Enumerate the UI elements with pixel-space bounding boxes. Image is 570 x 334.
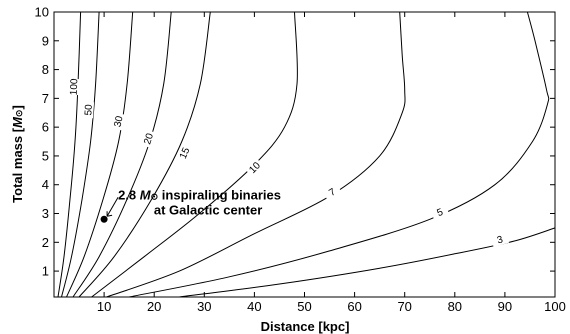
contour-line-5 [129,11,550,298]
axis-ticks: 10 20 30 40 50 60 70 80 90 100 1 2 3 4 5 6 7 8 9 10 [35,5,566,315]
y-tick-label: 1 [42,264,49,279]
annotation-prefix: 2.8 [118,187,140,202]
y-axis-title-prefix: Total mass [ [10,127,25,203]
contour-line-100 [57,11,82,298]
y-tick-label: 4 [42,177,49,192]
contour-label-7: 7 [327,186,338,199]
y-tick-label: 7 [42,91,49,106]
annotation-arrow [106,197,119,217]
annotation-line-2: at Galactic center [154,202,262,217]
contour-label-bg [322,183,342,201]
contour-label-30: 30 [113,115,126,129]
y-tick-label: 6 [42,120,49,135]
contour-label-bg [140,129,156,148]
y-axis-title-suffix: ] [10,105,25,109]
contour-line-15 [78,11,211,298]
y-axis-title: Total mass [M⊙] [10,105,25,203]
contour-label-15: 15 [178,146,193,161]
annotation-suffix: inspiraling binaries [158,187,281,202]
contour-label-5: 5 [436,207,446,219]
x-tick-label: 20 [147,299,161,314]
contour-line-50 [61,11,100,298]
contour-label-bg [176,143,193,163]
x-tick-label: 10 [97,299,111,314]
y-axis-title-unit-sub: ⊙ [14,110,24,118]
x-tick-label: 40 [247,299,261,314]
contour-label-bg [111,112,126,131]
x-axis-title: Distance [kpc] [261,319,350,334]
y-tick-label: 3 [42,206,49,221]
annotation-line-1: 2.8 M⊙ inspiraling binaries [118,187,281,202]
contour-line-20 [72,11,172,298]
contour-label-bg [244,157,264,178]
x-tick-label: 50 [297,299,311,314]
contour-label-bg [430,203,450,221]
contour-line-3 [179,227,556,298]
plot-frame [53,11,556,298]
contour-line-30 [66,11,134,298]
y-tick-label: 10 [35,5,49,20]
contour-label-bg [82,101,95,119]
contour-label-bg [67,78,80,96]
y-tick-label: 5 [42,148,49,163]
x-tick-label: 60 [347,299,361,314]
y-tick-label: 2 [42,235,49,250]
x-tick-label: 70 [397,299,411,314]
contour-label-3: 3 [496,234,505,246]
x-tick-label: 80 [448,299,462,314]
y-tick-label: 8 [42,62,49,77]
x-tick-label: 30 [197,299,211,314]
contour-line-7 [106,11,406,298]
contour-label-20: 20 [142,132,156,146]
x-tick-label: 90 [498,299,512,314]
annotation: 2.8 M⊙ inspiraling binaries at Galactic … [100,187,281,223]
galactic-center-marker [100,215,108,223]
contour-label-100: 100 [69,78,81,96]
y-tick-label: 9 [42,33,49,48]
annotation-unit: M [140,187,152,202]
contour-label-50: 50 [83,104,95,116]
x-tick-label: 100 [544,299,566,314]
y-axis-title-unit: M [10,116,25,128]
contour-label-bg [490,232,510,247]
annotation-unit-sub: ⊙ [151,191,159,201]
